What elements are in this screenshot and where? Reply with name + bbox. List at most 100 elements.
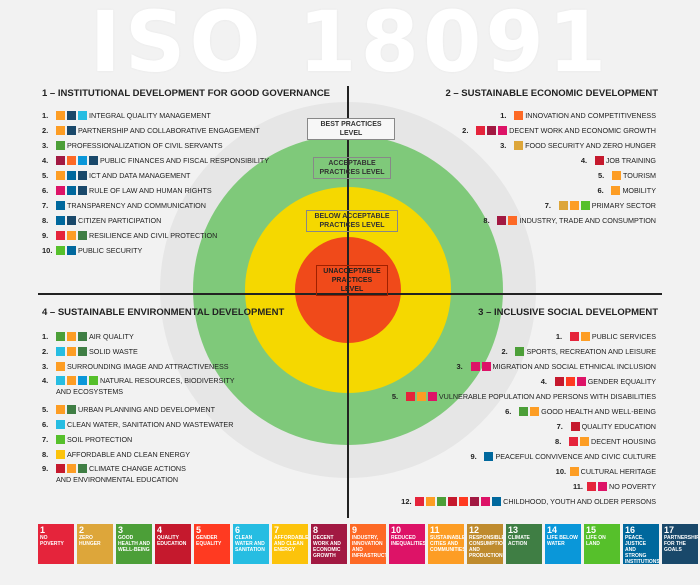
item-number: 3. <box>42 362 49 371</box>
sdg-goal-tile: 8 DECENT WORK AND ECONOMIC GROWTH <box>311 524 347 564</box>
sdg-icon <box>89 156 98 165</box>
sdg-icon <box>459 497 469 506</box>
sdg-icon <box>611 186 621 195</box>
sdg-goal-number: 3 <box>118 525 124 535</box>
sdg-icon <box>426 497 436 506</box>
sdg-icon <box>514 111 524 120</box>
list-item: 4. GENDER EQUALITY <box>392 374 656 389</box>
sdg-icon <box>56 111 65 120</box>
list-item: 8. CITIZEN PARTICIPATION <box>42 213 269 228</box>
list-item: 6. GOOD HEALTH AND WELL-BEING <box>392 404 656 419</box>
sdg-icon <box>598 482 607 491</box>
sdg-icon <box>67 156 76 165</box>
item-number: 7. <box>556 422 563 431</box>
list-item: 9. CLIMATE CHANGE ACTIONS <box>42 462 235 475</box>
sdg-goal-label: CLIMATE ACTION <box>508 535 530 547</box>
item-number: 6. <box>42 420 49 429</box>
environmental-list: 1. AIR QUALITY 2. SOLID WASTE 3. SURROUNDING … <box>42 329 235 490</box>
list-item: 9. PEACEFUL CONVIVENCE AND CIVIC CULTURE <box>392 449 656 464</box>
sdg-goal-tile: 17PARTNERSHIPS FOR THE GOALS <box>662 524 698 564</box>
item-label: SPORTS, RECREATION AND LEISURE <box>526 347 656 356</box>
social-list: 1. PUBLIC SERVICES 2. SPORTS, RECREATION AN… <box>392 329 656 509</box>
item-label: PUBLIC SERVICES <box>591 332 656 341</box>
sdg-goal-number: 1 <box>40 525 46 535</box>
sdg-icon <box>580 201 590 210</box>
item-label: MIGRATION AND SOCIAL ETHNICAL INCLUSION <box>492 362 656 371</box>
sdg-goal-label: GENDER EQUALITY <box>196 535 222 547</box>
list-item: 2. SOLID WASTE <box>42 344 235 359</box>
item-label: PRIMARY SECTOR <box>591 201 656 210</box>
list-item: 5. URBAN PLANNING AND DEVELOPMENT <box>42 402 235 417</box>
item-label: CHILDHOOD, YOUTH AND OLDER PERSONS <box>503 497 656 506</box>
sdg-icon <box>56 405 65 414</box>
sdg-goal-label: AFFORDABLE AND CLEAN ENERGY <box>274 535 308 553</box>
sdg-icon <box>56 126 65 135</box>
sdg-icon <box>56 186 65 195</box>
sdg-icon <box>78 464 87 473</box>
sdg-goal-label: REDUCED INEQUALITIES <box>391 535 425 547</box>
list-item: 6. CLEAN WATER, SANITATION AND WASTEWATER <box>42 417 235 432</box>
sdg-goal-number: 11 <box>430 525 440 535</box>
sdg-goal-tile: 12 RESPONSIBLE CONSUMPTION AND PRODUCTION <box>467 524 503 564</box>
sdg-icon <box>78 186 87 195</box>
item-label: CLIMATE CHANGE ACTIONS <box>89 464 186 473</box>
sdg-icon <box>56 171 65 180</box>
sdg-icon <box>67 171 76 180</box>
item-label: URBAN PLANNING AND DEVELOPMENT <box>78 405 215 414</box>
sdg-icon <box>514 141 524 150</box>
sdg-goal-tile: 14 LIFE BELOW WATER <box>545 524 581 564</box>
vertical-axis <box>347 86 349 518</box>
sdg-goal-number: 7 <box>274 525 280 535</box>
sdg-icon <box>519 407 529 416</box>
sdg-icon <box>78 231 87 240</box>
item-number: 9. <box>42 464 49 473</box>
institutional-list: 1. INTEGRAL QUALITY MANAGEMENT 2. PARTNERSH… <box>42 108 269 258</box>
item-number: 5. <box>597 171 605 180</box>
sdg-goal-tile: 5 GENDER EQUALITY <box>194 524 230 564</box>
list-item: 3. FOOD SECURITY AND ZERO HUNGER <box>462 138 656 153</box>
item-label: CITIZEN PARTICIPATION <box>78 216 162 225</box>
sdg-icon <box>569 467 579 476</box>
sdg-icon <box>508 216 518 225</box>
horizontal-axis <box>38 293 662 295</box>
sdg-goal-tile: 1 NO POVERTY <box>38 524 74 564</box>
list-item: 10. CULTURAL HERITAGE <box>392 464 656 479</box>
item-number: 2. <box>501 347 508 356</box>
item-number: 12. <box>401 497 412 506</box>
sdg-goal-tile: 3 GOOD HEALTH AND WELL-BEING <box>116 524 152 564</box>
sdg-icon <box>67 111 76 120</box>
sdg-icon <box>56 362 65 371</box>
item-number: 6. <box>42 186 49 195</box>
list-item: 8. DECENT HOUSING <box>392 434 656 449</box>
sdg-icon <box>484 452 494 461</box>
item-label: CULTURAL HERITAGE <box>580 467 656 476</box>
item-number: 9. <box>42 231 49 240</box>
item-label: INTEGRAL QUALITY MANAGEMENT <box>89 111 211 120</box>
sdg-icon <box>587 482 596 491</box>
item-number: 7. <box>42 201 49 210</box>
item-label: PEACEFUL CONVIVENCE AND CIVIC CULTURE <box>495 452 656 461</box>
sdg-goal-number: 5 <box>196 525 202 535</box>
sdg-goal-tile: 13 CLIMATE ACTION <box>506 524 542 564</box>
item-label: ICT AND DATA MANAGEMENT <box>89 171 191 180</box>
item-number: 4. <box>580 156 588 165</box>
sdg-goal-label: SUSTAINABLE CITIES AND COMMUNITIES <box>430 535 464 553</box>
sdg-icon <box>67 216 76 225</box>
item-label-line2: AND ECOSYSTEMS <box>56 387 124 396</box>
sdg-goal-label: INDUSTRY, INNOVATION AND INFRASTRUCTURE <box>352 535 386 559</box>
sdg-icon <box>487 126 497 135</box>
sdg-goal-tile: 16 PEACE, JUSTICE AND STRONG INSTITUTIONS <box>623 524 659 564</box>
sdg-icon <box>78 171 87 180</box>
sdg-icon <box>56 156 65 165</box>
sdg-goal-label: ZERO HUNGER <box>79 535 101 547</box>
list-item: 1. INNOVATION AND COMPETITIVENESS <box>462 108 656 123</box>
sdg-icon <box>67 332 76 341</box>
sdg-icon <box>56 201 65 210</box>
list-item: 8. INDUSTRY, TRADE AND CONSUMPTION <box>462 213 656 228</box>
list-item: 5. VULNERABLE POPULATION AND PERSONS WITH… <box>392 389 656 404</box>
level-below-acceptable-label: BELOW ACCEPTABLE PRACTICES LEVEL <box>306 210 398 232</box>
sdg-icon <box>558 201 568 210</box>
sdg-icon <box>56 347 65 356</box>
item-number: 8. <box>555 437 562 446</box>
